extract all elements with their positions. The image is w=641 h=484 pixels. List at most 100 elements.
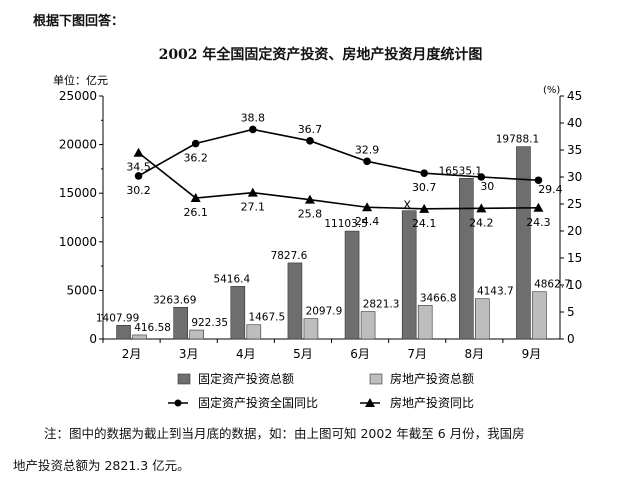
x-tick-label: 9月 <box>522 347 542 361</box>
legend-swatch-fixed-bar <box>177 373 191 385</box>
fixed-yoy-point <box>420 169 428 178</box>
legend-label-fixed-yoy: 固定资产投资全国同比 <box>198 395 318 410</box>
fixed-yoy-data-label: 30.7 <box>412 181 437 194</box>
right-axis-label: (%) <box>543 85 560 96</box>
fixed-yoy-point <box>134 172 143 180</box>
note-line-1: 注：图中的数据为截止到当月底的数据，如：由上图可知 2002 年截至 6 月份，… <box>44 426 525 441</box>
real-estate-bar <box>246 324 262 340</box>
real-estate-yoy-data-label: 24.1 <box>412 217 437 230</box>
fixed-investment-data-label: 3263.69 <box>153 294 196 306</box>
real-estate-bar <box>303 318 319 340</box>
note-line-2: 地产投资总额为 2821.3 亿元。 <box>13 458 190 473</box>
right-tick-label: 10 <box>567 278 582 292</box>
fixed-yoy-line <box>138 128 539 182</box>
right-tick-label: 0 <box>567 332 575 346</box>
fixed-yoy-data-label: 32.9 <box>355 143 380 156</box>
fixed-investment-data-label: 7827.6 <box>271 250 308 262</box>
right-tick-label: 20 <box>567 224 582 238</box>
real-estate-yoy-point <box>362 202 373 212</box>
fixed-investment-bar <box>344 230 360 340</box>
x-tick-label: 4月 <box>236 347 256 361</box>
real-estate-data-label: 3466.8 <box>420 292 457 304</box>
real-estate-data-label: 922.35 <box>191 317 228 329</box>
right-tick-label: 35 <box>567 143 582 157</box>
legend-swatch-fixed-yoy-marker <box>174 399 182 407</box>
chart-title: 2002 年全国固定资产投资、房地产投资月度统计图 <box>158 47 483 63</box>
fixed-yoy-point <box>363 157 371 166</box>
right-tick-label: 40 <box>567 116 582 130</box>
fixed-yoy-data-label: 30.2 <box>126 184 151 197</box>
fixed-yoy-point <box>534 176 543 185</box>
legend-label-real-estate-bar: 房地产投资总额 <box>390 371 474 386</box>
real-estate-data-label: 2821.3 <box>363 299 400 311</box>
real-estate-yoy-data-label: 24.2 <box>469 216 494 229</box>
real-estate-bar <box>417 305 433 340</box>
real-estate-data-label: 416.58 <box>134 322 171 334</box>
fixed-yoy-data-label: 38.8 <box>241 111 266 124</box>
real-estate-yoy-point <box>419 203 430 213</box>
legend-swatch-real-estate-yoy-marker <box>365 398 375 407</box>
fixed-yoy-point <box>249 125 257 134</box>
real-estate-bar <box>132 334 147 340</box>
left-tick-label: 0 <box>89 332 97 346</box>
fixed-investment-bar <box>459 177 474 340</box>
real-estate-bar <box>360 311 376 340</box>
x-tick-label: 3月 <box>179 347 199 361</box>
left-tick-label: 25000 <box>59 89 97 103</box>
fixed-yoy-point <box>306 137 314 145</box>
real-estate-bar <box>475 298 490 340</box>
real-estate-yoy-data-label: 26.1 <box>183 206 208 219</box>
real-estate-yoy-point <box>533 202 544 212</box>
real-estate-data-label: 4862.7 <box>534 279 571 291</box>
x-tick-label: 8月 <box>464 347 484 361</box>
real-estate-yoy-data-label: 27.1 <box>241 201 266 214</box>
fixed-yoy-data-label: 36.2 <box>183 152 208 165</box>
real-estate-data-label: 1467.5 <box>248 312 285 324</box>
real-estate-bar <box>189 329 204 340</box>
annotation-x: X <box>403 199 411 212</box>
real-estate-yoy-data-label: 24.4 <box>355 215 380 228</box>
fixed-investment-data-label: 1407.99 <box>96 312 139 324</box>
fixed-investment-data-label: 5416.4 <box>213 273 250 285</box>
right-tick-label: 30 <box>567 170 582 184</box>
real-estate-yoy-line <box>138 152 539 210</box>
right-tick-label: 45 <box>567 89 582 103</box>
right-tick-label: 25 <box>567 197 582 211</box>
left-tick-label: 5000 <box>66 283 97 297</box>
right-tick-label: 5 <box>567 305 575 319</box>
fixed-investment-data-label: 11103.5 <box>324 218 367 230</box>
left-tick-label: 15000 <box>59 186 97 200</box>
legend-label-fixed-bar: 固定资产投资总额 <box>198 371 294 386</box>
real-estate-yoy-data-label: 25.8 <box>298 208 323 221</box>
x-tick-label: 2月 <box>122 347 142 361</box>
fixed-yoy-data-label: 29.4 <box>538 183 563 196</box>
fixed-yoy-point <box>191 139 200 148</box>
x-tick-label: 5月 <box>293 347 313 361</box>
left-tick-label: 10000 <box>59 235 97 249</box>
right-tick-label: 15 <box>567 251 582 265</box>
real-estate-yoy-point <box>133 147 144 157</box>
fixed-yoy-data-label: 36.7 <box>298 123 323 136</box>
fixed-yoy-data-label: 30 <box>480 180 494 193</box>
fixed-investment-bar <box>173 306 188 340</box>
real-estate-yoy-data-label: 34.5 <box>126 161 151 174</box>
real-estate-data-label: 4143.7 <box>477 286 514 298</box>
fixed-yoy-point <box>477 173 486 181</box>
left-tick-label: 20000 <box>59 138 97 152</box>
real-estate-yoy-point <box>190 193 201 203</box>
left-axis-label: 单位：亿元 <box>53 73 108 87</box>
fixed-investment-bar <box>230 286 246 340</box>
real-estate-data-label: 2097.9 <box>306 306 343 318</box>
fixed-investment-bar <box>116 325 131 340</box>
fixed-investment-data-label: 19788.1 <box>496 134 539 146</box>
fixed-investment-bar <box>287 262 303 340</box>
question-prompt: 根据下图回答： <box>33 14 125 29</box>
legend-swatch-real-estate-bar <box>369 373 383 385</box>
real-estate-yoy-point <box>476 203 487 213</box>
fixed-investment-bar <box>516 146 531 340</box>
chart-canvas: 单位：亿元 (%) 0 5000 10000 15000 20000 25000 0 5 10 15 2… <box>53 73 582 410</box>
real-estate-yoy-point <box>247 187 258 197</box>
real-estate-yoy-data-label: 24.3 <box>526 216 551 229</box>
x-tick-label: 7月 <box>407 347 427 361</box>
real-estate-bar <box>532 291 547 340</box>
